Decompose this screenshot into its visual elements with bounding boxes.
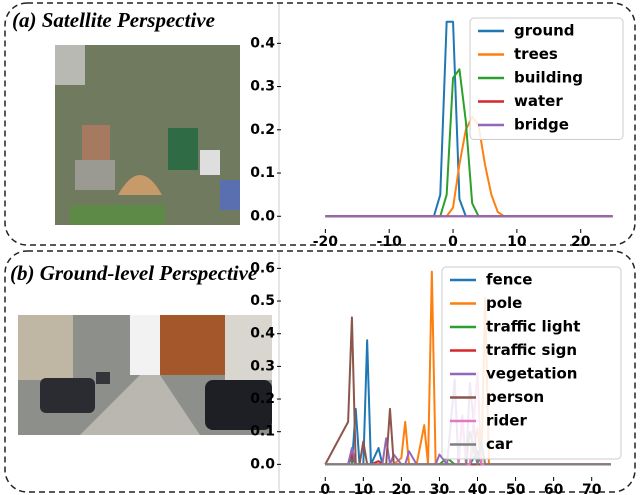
y-tick-label: 0.3 — [250, 79, 275, 95]
legend: fence pole traffic light traffic sign vegeta… — [442, 267, 621, 459]
legend: ground trees building water bridge — [470, 18, 623, 140]
x-tick-label: 0 — [320, 482, 330, 495]
legend-label: vegetation — [486, 365, 577, 383]
y-tick-label: 0.2 — [250, 391, 275, 407]
legend-label: building — [514, 69, 583, 87]
y-tick-label: 0.5 — [250, 293, 275, 309]
legend-label: water — [514, 92, 563, 110]
satellite-image — [55, 45, 240, 225]
legend-label: rider — [486, 412, 527, 430]
x-tick-label: 70 — [582, 482, 602, 495]
x-tick-label: 10 — [354, 482, 374, 495]
x-tick-label: -10 — [377, 234, 403, 250]
x-tick-label: 20 — [392, 482, 412, 495]
legend-label: fence — [486, 271, 532, 289]
y-tick-label: 0.4 — [250, 35, 275, 51]
figure: (a) Satellite Perspective 0.0 0.1 0.2 0.3 0.4… — [0, 0, 640, 495]
y-tick-label: 0.6 — [250, 260, 275, 276]
x-tick-label: -20 — [313, 234, 339, 250]
legend-box — [442, 267, 621, 459]
y-tick-label: 0.0 — [250, 208, 275, 224]
y-tick-label: 0.0 — [250, 456, 275, 472]
legend-label: person — [486, 388, 544, 406]
y-tick-label: 0.4 — [250, 326, 275, 342]
panel-title: (b) Ground-level Perspective — [10, 261, 257, 285]
y-tick-label: 0.1 — [250, 165, 275, 181]
legend-label: ground — [514, 22, 575, 40]
y-tick-label: 0.3 — [250, 358, 275, 374]
legend-label: bridge — [514, 116, 569, 134]
legend-label: pole — [486, 294, 522, 312]
x-tick-label: 20 — [571, 234, 591, 250]
legend-label: trees — [514, 45, 558, 63]
y-tick-label: 0.2 — [250, 122, 275, 138]
x-tick-label: 60 — [544, 482, 564, 495]
legend-label: car — [486, 435, 513, 453]
x-tick-label: 40 — [468, 482, 488, 495]
panel-title: (a) Satellite Perspective — [12, 8, 215, 32]
x-tick-label: 30 — [430, 482, 450, 495]
x-tick-label: 50 — [506, 482, 526, 495]
x-tick-label: 0 — [448, 234, 458, 250]
x-tick-label: 10 — [507, 234, 527, 250]
y-tick-label: 0.1 — [250, 424, 275, 440]
street-image — [18, 315, 272, 435]
legend-label: traffic sign — [486, 341, 577, 359]
legend-label: traffic light — [486, 318, 580, 336]
